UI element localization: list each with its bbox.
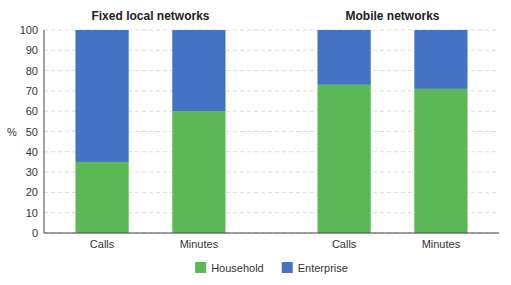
y-tick-label: 90 xyxy=(26,44,38,56)
legend-item: Household xyxy=(195,262,264,274)
x-tick-label: Calls xyxy=(90,238,115,250)
grid-line xyxy=(44,233,499,234)
legend-swatch xyxy=(282,262,293,273)
x-axis-line xyxy=(44,233,499,234)
legend-swatch xyxy=(195,262,206,273)
y-tick-label: 10 xyxy=(26,207,38,219)
y-tick-label: 100 xyxy=(20,24,38,36)
bars xyxy=(75,30,467,233)
legend-item: Enterprise xyxy=(282,262,348,274)
grid xyxy=(44,30,499,233)
y-tick-label: 30 xyxy=(26,166,38,178)
bar-segment xyxy=(172,30,225,111)
bar-segment xyxy=(414,89,467,233)
y-axis-line xyxy=(44,30,45,233)
y-tick-label: 80 xyxy=(26,65,38,77)
bar-segment xyxy=(75,30,128,162)
y-tick-label: 20 xyxy=(26,186,38,198)
y-axis-label: % xyxy=(7,126,17,138)
y-tick-label: 60 xyxy=(26,105,38,117)
group-label: Mobile networks xyxy=(346,9,440,23)
x-tick-label: Minutes xyxy=(180,238,219,250)
y-tick-label: 0 xyxy=(32,227,38,239)
bar-segment xyxy=(172,111,225,233)
bar-segment xyxy=(317,30,370,85)
legend-label: Enterprise xyxy=(298,262,348,274)
chart-container: 0 10 20 30 40 50 60 70 80 90 100% Calls Minutes Calls… xyxy=(0,0,511,285)
legend-label: Household xyxy=(211,262,264,274)
x-tick-label: Calls xyxy=(332,238,357,250)
bar-segment xyxy=(75,162,128,233)
chart: 0 10 20 30 40 50 60 70 80 90 100% Calls Minutes Calls… xyxy=(0,0,511,285)
y-tick-label: 50 xyxy=(26,126,38,138)
x-tick-label: Minutes xyxy=(422,238,461,250)
group-label: Fixed local networks xyxy=(91,9,209,23)
y-tick-label: 40 xyxy=(26,146,38,158)
y-tick-label: 70 xyxy=(26,85,38,97)
bar-segment xyxy=(414,30,467,89)
bar-segment xyxy=(317,85,370,233)
legend: Household Enterprise xyxy=(195,262,348,274)
